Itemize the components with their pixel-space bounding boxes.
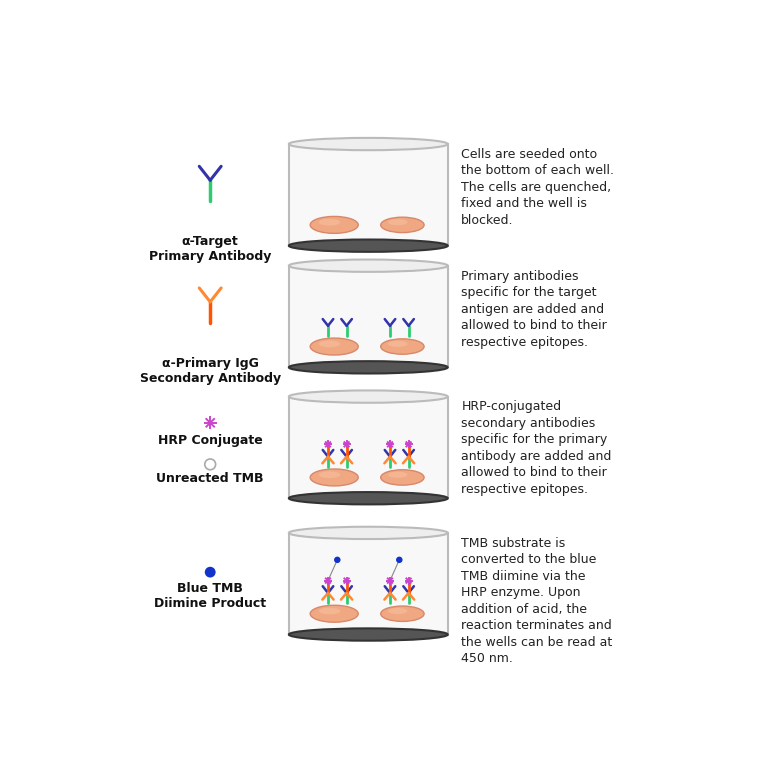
Ellipse shape (289, 260, 448, 272)
Ellipse shape (319, 471, 340, 478)
Ellipse shape (380, 217, 424, 232)
Text: Cells are seeded onto
the bottom of each well.
The cells are quenched,
fixed and: Cells are seeded onto the bottom of each… (461, 148, 614, 227)
Ellipse shape (310, 605, 358, 622)
Ellipse shape (380, 339, 424, 354)
Ellipse shape (289, 361, 448, 374)
Bar (289, 266, 448, 367)
Text: HRP-conjugated
secondary antibodies
specific for the primary
antibody are added : HRP-conjugated secondary antibodies spec… (461, 400, 612, 496)
Ellipse shape (388, 608, 407, 614)
Ellipse shape (388, 471, 407, 478)
Ellipse shape (289, 526, 448, 539)
Ellipse shape (289, 628, 448, 641)
Ellipse shape (289, 138, 448, 151)
Text: α-Primary IgG
Secondary Antibody: α-Primary IgG Secondary Antibody (140, 357, 280, 384)
Ellipse shape (319, 607, 340, 614)
Bar (289, 144, 448, 246)
Text: α-Target
Primary Antibody: α-Target Primary Antibody (149, 235, 271, 263)
Ellipse shape (289, 492, 448, 504)
Ellipse shape (319, 341, 340, 348)
Ellipse shape (319, 219, 340, 225)
Text: Blue TMB
Diimine Product: Blue TMB Diimine Product (154, 582, 267, 610)
Ellipse shape (380, 606, 424, 621)
Text: TMB substrate is
converted to the blue
TMB diimine via the
HRP enzyme. Upon
addi: TMB substrate is converted to the blue T… (461, 537, 613, 665)
Ellipse shape (310, 469, 358, 486)
Ellipse shape (388, 219, 407, 225)
Text: Unreacted TMB: Unreacted TMB (157, 472, 264, 485)
Ellipse shape (310, 338, 358, 355)
Bar (289, 533, 448, 635)
Circle shape (396, 557, 403, 563)
Bar (289, 397, 448, 498)
Ellipse shape (310, 216, 358, 233)
Ellipse shape (388, 341, 407, 347)
Text: HRP Conjugate: HRP Conjugate (158, 433, 263, 447)
Ellipse shape (289, 390, 448, 403)
Circle shape (334, 557, 341, 563)
Ellipse shape (289, 240, 448, 252)
Circle shape (205, 567, 215, 578)
Ellipse shape (380, 470, 424, 485)
Text: Primary antibodies
specific for the target
antigen are added and
allowed to bind: Primary antibodies specific for the targ… (461, 270, 607, 348)
